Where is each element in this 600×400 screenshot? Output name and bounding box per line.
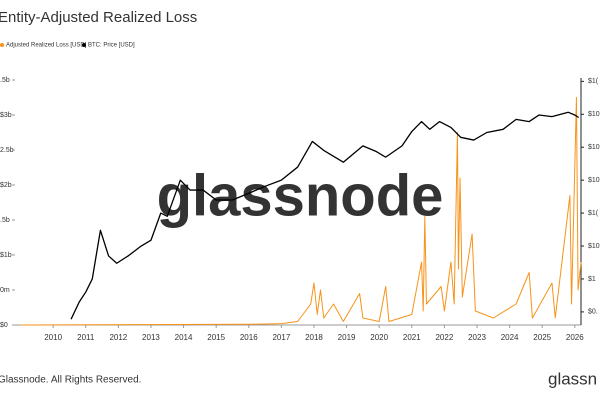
x-tick-label: 2023 bbox=[468, 333, 486, 342]
y-tick-label: $2b bbox=[0, 182, 12, 189]
brand: glassn bbox=[548, 369, 597, 388]
x-tick-label: 2018 bbox=[305, 333, 323, 342]
y2-tick-label: $10 bbox=[588, 243, 600, 250]
x-tick-label: 2025 bbox=[533, 333, 551, 342]
x-tick-label: 2022 bbox=[435, 333, 453, 342]
x-tick-label: 2014 bbox=[175, 333, 193, 342]
footer: Glassnode. All Rights Reserved. bbox=[0, 375, 141, 386]
watermark: glassnode bbox=[157, 163, 444, 228]
x-tick-label: 2010 bbox=[44, 333, 62, 342]
x-tick-label: 2026 bbox=[566, 333, 584, 342]
legend-marker bbox=[82, 43, 86, 47]
chart-title: Entity-Adjusted Realized Loss bbox=[0, 9, 197, 26]
y2-tick-label: $1 bbox=[588, 276, 596, 283]
y-tick-label: 0m bbox=[0, 287, 10, 294]
x-tick-label: 2024 bbox=[501, 333, 519, 342]
y-tick-label: $3b bbox=[0, 112, 12, 119]
legend-label: Adjusted Realized Loss [USD] bbox=[6, 43, 87, 49]
series-line bbox=[20, 97, 582, 326]
y2-tick-label: $0. bbox=[588, 309, 598, 316]
legend-label: BTC: Price [USD] bbox=[88, 43, 135, 49]
y2-tick-label: $10 bbox=[588, 111, 600, 118]
x-tick-label: 2016 bbox=[240, 333, 258, 342]
x-tick-label: 2019 bbox=[338, 333, 356, 342]
y2-tick-label: $10 bbox=[588, 144, 600, 151]
y-tick-label: .5b bbox=[0, 77, 10, 84]
x-tick-label: 2015 bbox=[207, 333, 225, 342]
x-tick-label: 2017 bbox=[272, 333, 290, 342]
y2-tick-label: $10 bbox=[588, 177, 600, 184]
x-tick-label: 2012 bbox=[109, 333, 127, 342]
y-tick-label: .5b bbox=[0, 217, 10, 224]
x-tick-label: 2013 bbox=[142, 333, 160, 342]
y2-tick-label: $1( bbox=[588, 78, 599, 85]
series-line bbox=[70, 111, 580, 320]
x-tick-label: 2011 bbox=[77, 333, 95, 342]
x-tick-label: 2020 bbox=[370, 333, 388, 342]
y2-tick-label: $1( bbox=[588, 210, 599, 217]
y-tick-label: $0 bbox=[0, 322, 8, 329]
y-tick-label: $1b bbox=[0, 252, 12, 259]
y-tick-label: 2.5b bbox=[0, 147, 14, 154]
x-tick-label: 2021 bbox=[403, 333, 421, 342]
legend-marker bbox=[0, 43, 4, 47]
